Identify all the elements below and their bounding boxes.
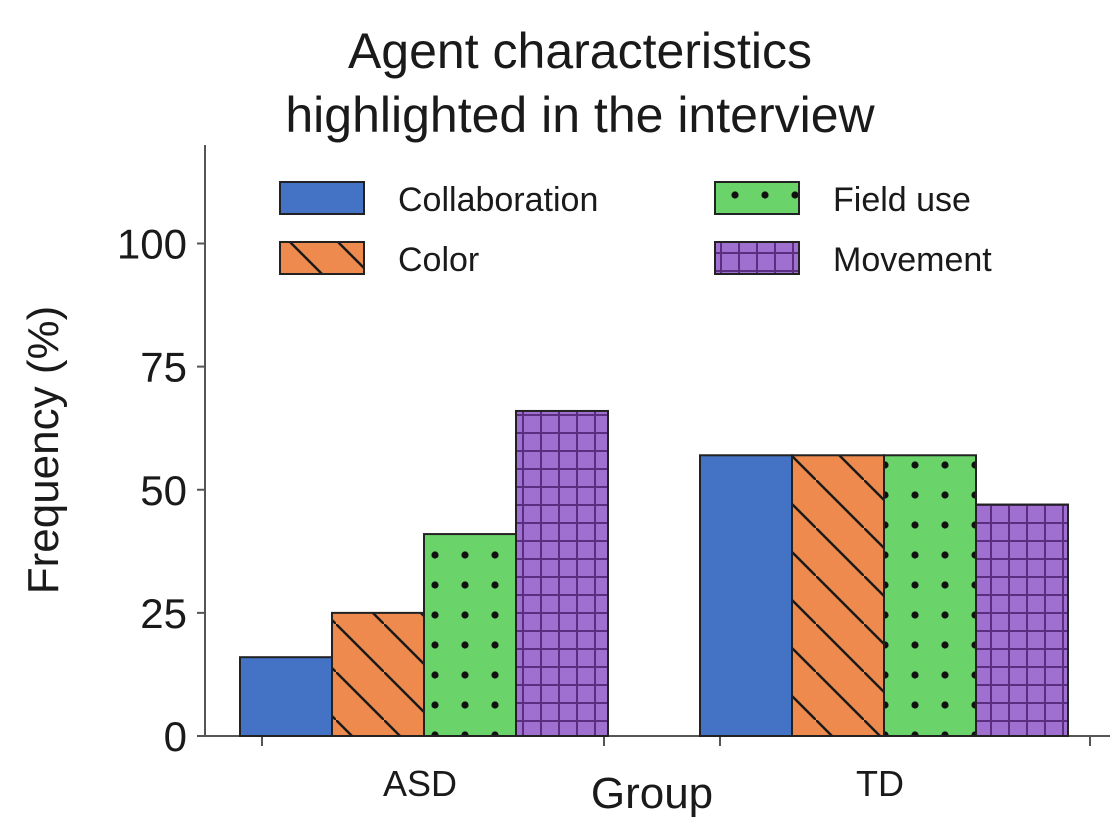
y-tick-label: 50 [140,467,187,514]
legend-item-color: Color [279,241,479,279]
bar-td-color [791,454,885,737]
bar-asd-movement [515,409,609,737]
bar-td-collaboration [699,454,793,737]
legend-label: Movement [833,241,992,279]
x-axis-label: Group [591,769,713,818]
legend-label: Collaboration [398,181,598,219]
bar-asd-color [331,611,425,737]
x-tick-label-td: TD [856,763,904,804]
bar-asd-collaboration [239,656,333,738]
y-tick-label: 0 [164,713,187,760]
y-tick-label: 75 [140,344,187,391]
y-tick-label: 100 [117,221,187,268]
bar-td-movement [975,503,1069,737]
legend-item-movement: Movement [714,241,992,279]
x-tick-label-asd: ASD [383,763,457,804]
legend-label: Color [398,241,479,279]
legend-item-collaboration: Collaboration [279,181,598,219]
legend-item-field-use: Field use [714,181,971,219]
chart-title-line-1: Agent characteristics [347,23,813,79]
legend-label: Field use [833,181,971,219]
chart-title-line-2: highlighted in the interview [285,87,875,143]
y-axis-label: Frequency (%) [19,306,68,595]
y-tick-label: 25 [140,590,187,637]
bar-asd-field-use [423,533,517,738]
bar-td-field-use [883,454,977,737]
